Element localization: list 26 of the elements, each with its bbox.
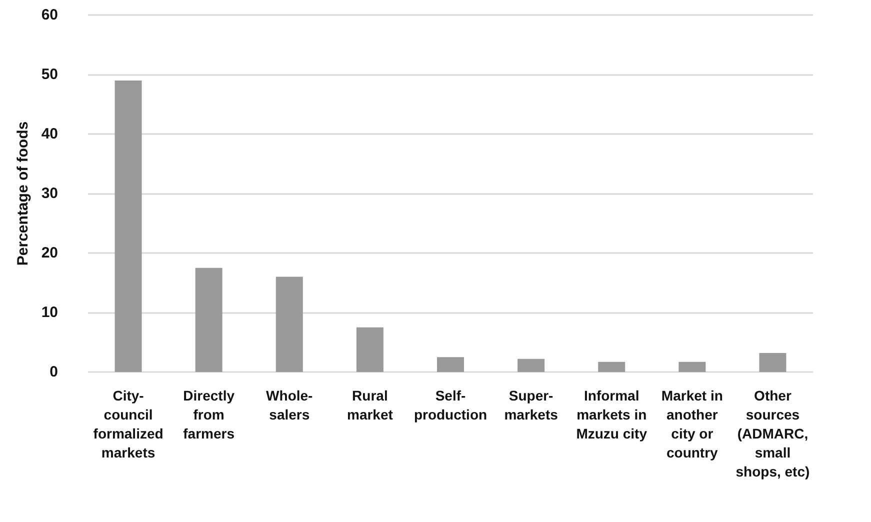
bar (678, 362, 706, 372)
x-tick-label: Super-markets (504, 388, 558, 422)
bar (437, 357, 464, 372)
x-tick-label: Whole-salers (266, 388, 314, 422)
bar (195, 268, 222, 372)
y-tick-label: 50 (41, 66, 58, 83)
y-tick-label: 0 (50, 364, 58, 380)
x-tick-label: Other sources (ADMARC, small shops, etc) (736, 388, 810, 480)
x-tick-label: City-council formalized markets (93, 388, 164, 460)
y-tick-label: 40 (41, 126, 58, 142)
bar (518, 358, 545, 372)
x-tick-label: Market in another city or country (661, 388, 723, 460)
bar (114, 80, 142, 372)
y-tick-label: 60 (41, 6, 58, 24)
y-tick-label: 20 (41, 244, 58, 262)
x-tick-label: Informal markets in Mzuzu city (576, 388, 648, 442)
y-tick-label: 10 (41, 304, 58, 321)
y-tick-label: 30 (41, 185, 58, 202)
x-tick-label: Rural market (346, 388, 394, 422)
bar (276, 276, 303, 372)
x-tick-label: Self-production (414, 388, 488, 422)
bar (356, 327, 384, 372)
y-axis-title: Percentage of foods (14, 121, 32, 266)
x-tick-label: Directly from farmers (183, 388, 235, 442)
bar (759, 352, 786, 372)
bar (598, 362, 626, 372)
